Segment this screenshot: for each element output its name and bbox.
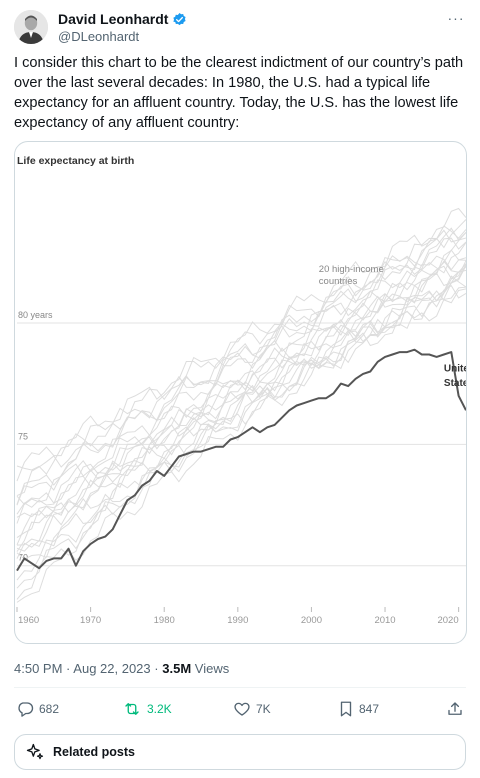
x-tick-label: 1970 [80,615,101,626]
x-tick-label: 2010 [374,615,395,626]
comparison-country-line [16,227,466,482]
more-options-icon[interactable]: ··· [447,10,465,26]
heart-icon [234,702,250,716]
share-button[interactable] [446,700,464,718]
high-income-label: 20 high-income [319,264,384,275]
verified-badge-icon [172,12,187,27]
tweet-date[interactable]: Aug 22, 2023 [73,661,151,676]
like-button[interactable]: 7K [233,700,271,718]
divider [14,687,466,688]
sparkle-icon [26,743,44,760]
comparison-country-line [16,242,466,546]
share-upload-icon [448,702,462,715]
comparison-country-line [16,269,466,506]
author-display-name[interactable]: David Leonhardt [58,11,169,27]
meta-separator: · [66,661,71,676]
reply-bubble-icon [18,702,34,717]
bookmark-icon [340,701,352,717]
reply-count: 682 [39,702,60,716]
high-income-label: countries [319,276,358,287]
comparison-country-line [16,265,466,603]
repost-button[interactable]: 3.2K [122,700,172,718]
x-tick-label: 1990 [227,615,248,626]
comparison-country-line [16,285,466,524]
comparison-country-line [16,288,466,560]
bookmark-button[interactable]: 847 [338,700,379,718]
comparison-country-line [16,260,466,559]
avatar[interactable] [14,10,48,44]
y-tick-label: 80 years [18,310,53,320]
views-label: Views [194,661,230,676]
tweet-media-chart[interactable]: Life expectancy at birth 80 years 75 70 20… [14,141,467,644]
tweet-time[interactable]: 4:50 PM [14,661,63,676]
comparison-country-line [16,275,466,552]
comparison-country-line [16,219,466,552]
x-tick-label: 2020 [437,615,458,626]
author-handle[interactable]: @DLeonhardt [58,29,140,44]
x-tick-label: 1980 [154,615,175,626]
tweet-meta: 4:50 PM · Aug 22, 2023 · 3.5M Views [14,661,229,677]
repost-count: 3.2K [147,702,172,716]
x-tick-label: 1960 [18,615,39,626]
comparison-country-line [16,255,466,475]
chart-title: Life expectancy at birth [17,155,134,167]
united-states-line [16,348,466,572]
reply-button[interactable]: 682 [16,700,59,718]
us-label: United [444,364,467,375]
person-portrait-icon [14,10,48,44]
y-tick-label: 75 [18,431,28,441]
repost-arrows-icon [125,703,139,715]
related-posts-button[interactable]: Related posts [14,734,466,770]
comparison-country-line [16,237,466,505]
bookmark-count: 847 [359,702,380,716]
comparison-country-line [16,225,466,506]
author-info: David Leonhardt @DLeonhardt [58,11,187,45]
tweet-actions: 682 3.2K 7K 847 [14,700,466,720]
tweet-header: David Leonhardt @DLeonhardt ··· [14,10,466,46]
meta-separator: · [154,661,159,676]
comparison-country-line [16,229,466,515]
x-tick-label: 2000 [301,615,322,626]
related-posts-label: Related posts [53,745,135,759]
views-count: 3.5M [162,661,192,676]
us-label: States [444,378,467,389]
like-count: 7K [256,702,271,716]
tweet-text: I consider this chart to be the clearest… [14,55,464,131]
comparison-country-line [16,286,466,539]
